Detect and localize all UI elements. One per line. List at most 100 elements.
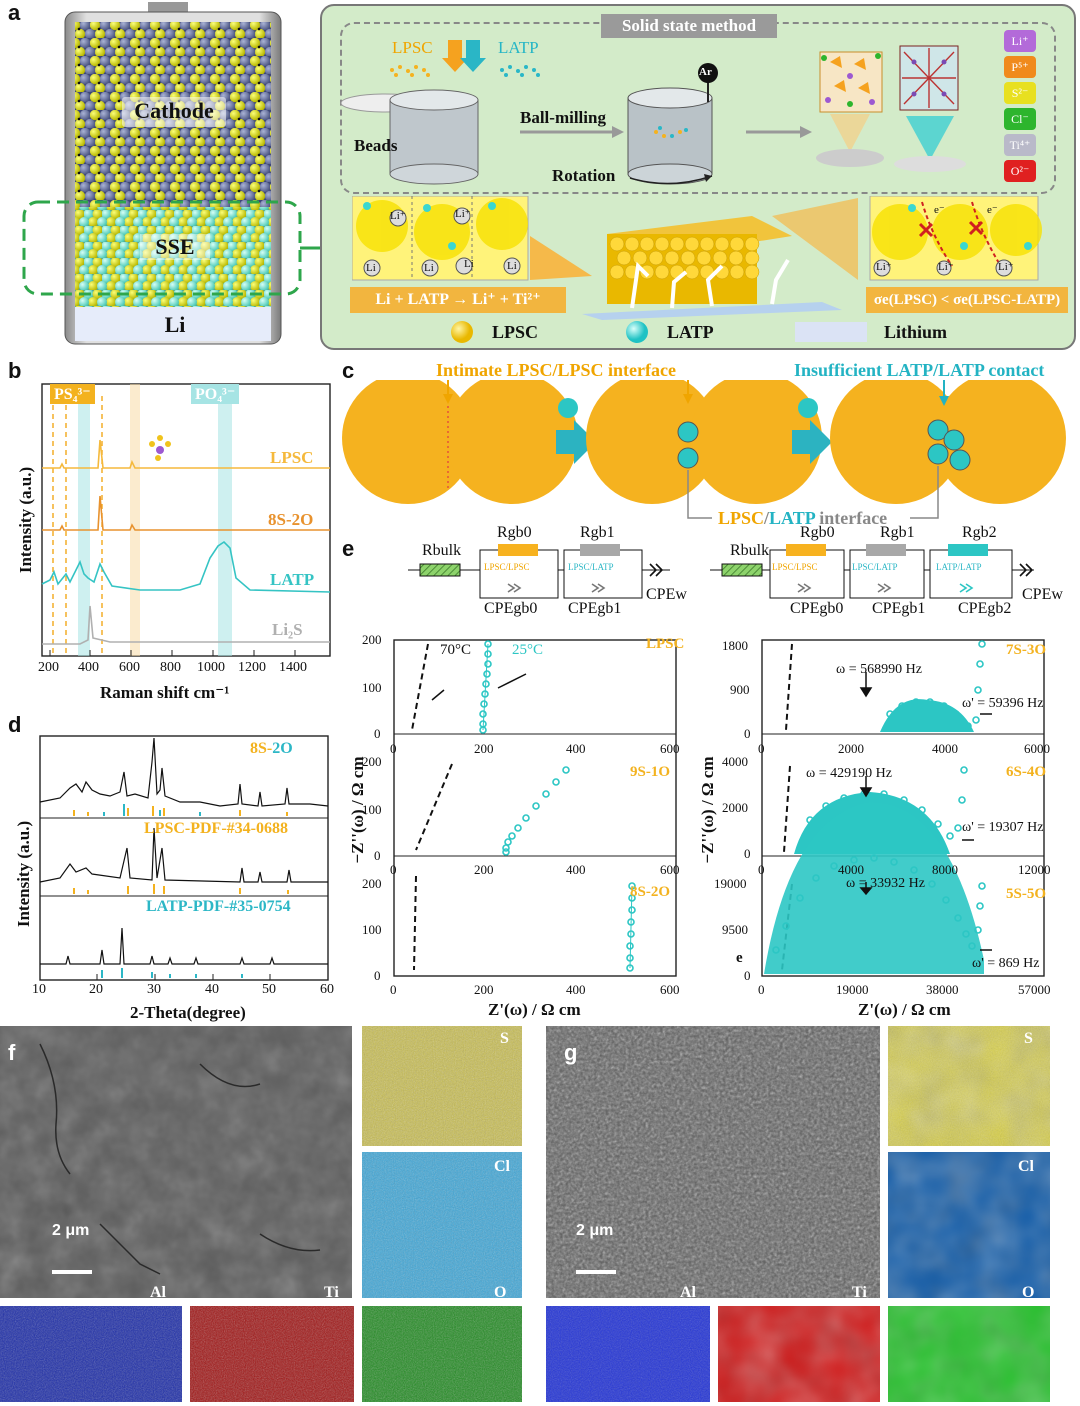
electron-label-1: e⁻ [934,204,945,216]
panel-label-b: b [8,358,22,383]
ytick: 900 [730,682,750,697]
nyquist-7s3o-name: 7S-3O [1006,642,1047,658]
method-title: Solid state method [601,14,777,38]
circuit-left-cpew: CPEw [646,586,687,603]
xtick: 0 [758,862,765,877]
raman-8s2o: 8S-2O [268,510,314,529]
equivalent-circuits [408,544,1034,599]
nyquist-70c: 70°C [440,642,472,658]
circuit-right-inner0: LPSC/LPSC [772,562,818,572]
li-inset-label-2: Li⁺ [455,208,471,220]
xrd-8s-part: 8S- [250,740,273,757]
circuit-right-rbulk: Rbulk [730,542,770,559]
nyquist-left-ylabel: −Z''(ω) / Ω cm [348,756,367,864]
interface-lpsc-word: LPSC [718,508,765,528]
xtick: 6000 [1024,741,1050,756]
raman-xtick: 800 [160,660,181,675]
ytick: 2000 [722,800,748,815]
xtick: 4000 [838,862,864,877]
xtick: 12000 [1018,862,1051,877]
intimate-interface-label: Intimate LPSC/LPSC interface [436,360,676,380]
xrd-2o-part: 2O [272,740,293,757]
ytick: 4000 [722,754,748,769]
li-inset-label-4: Li [424,262,434,274]
ytick: 19000 [714,876,747,891]
xtick: 400 [566,741,586,756]
lpsc-label-top: LPSC [392,38,433,57]
xrd-xtick: 50 [262,982,276,997]
li-inset-label-8: Li⁺ [938,261,954,273]
panel-label-d: d [8,712,22,737]
raman-plot [41,383,331,657]
f-scalebar-label: 2 μm [52,1222,90,1239]
interface-schematic [352,196,1042,320]
circuit-left-cpe1: CPEgb1 [568,600,622,617]
xrd-trace-latp-pdf: LATP-PDF-#35-0754 [146,898,291,915]
ytick: 0 [374,726,381,741]
electron-label-2: e⁻ [987,204,998,216]
ytick: 0 [374,848,381,863]
ytick: 100 [362,680,382,695]
nyquist-left-xlabel: Z'(ω) / Ω cm [488,1000,581,1019]
xtick: 19000 [836,982,869,997]
beads-label: Beads [354,136,398,155]
raman-ylabel: Intensity (a.u.) [16,466,35,574]
li-inset-label-3: Li [366,262,376,274]
xtick: 0 [390,982,397,997]
circuit-left-rbulk: Rbulk [422,542,462,559]
g-map-al: Al [680,1284,696,1301]
panel-f-images [0,1026,522,1402]
xrd-xlabel: 2-Theta(degree) [130,1003,246,1022]
panel-label-e: e [342,536,355,561]
nyquist-25c: 25°C [512,642,544,658]
ytick: 0 [744,726,751,741]
g-map-o: O [1022,1284,1035,1301]
circuit-right-cpe0: CPEgb0 [790,600,844,617]
xtick: 600 [660,741,680,756]
conductivity-box: σe(LPSC) < σe(LPSC-LATP) [866,287,1068,313]
ar-label: Ar [699,66,712,78]
ion-ti-chip: Ti⁴⁺ [1004,134,1036,156]
interface-sep: / [764,508,770,528]
panel-label-g: g [564,1040,578,1065]
xrd-xtick: 60 [320,982,334,997]
li-inset-label-7: Li⁺ [876,261,892,273]
circuit-left-rgb0: Rgb0 [497,524,532,541]
circuit-right-rgb1: Rgb1 [880,524,915,541]
xtick: 38000 [926,982,959,997]
xtick: 200 [474,741,494,756]
nyquist-5s5o-w: ω = 33932 Hz [846,876,925,891]
f-map-o: O [494,1284,507,1301]
li-inset-label-6: Li [507,260,517,272]
xtick: 2000 [838,741,864,756]
cathode-label: Cathode [134,98,214,123]
g-map-s: S [1024,1030,1033,1047]
f-map-cl: Cl [494,1158,510,1175]
nyquist-right-xlabel: Z'(ω) / Ω cm [858,1000,951,1019]
circuit-left-cpe0: CPEgb0 [484,600,538,617]
interface-word: interface [814,508,888,528]
f-map-s: S [500,1030,509,1047]
raman-xtick: 400 [78,660,99,675]
nyquist-8s2o-name: 8S-2O [630,884,671,900]
legend-latp: LATP [667,322,714,342]
interface-latp-word: LATP [769,508,815,528]
battery-schematic [64,2,282,345]
legend-lpsc: LPSC [492,322,539,342]
ytick: 200 [362,632,382,647]
nyquist-5s5o-e: e [736,950,743,966]
panel-g-images [546,1026,1050,1402]
xrd-trace-lpsc-pdf: LPSC-PDF-#34-0688 [144,820,288,837]
nyquist-9s1o-name: 9S-1O [630,764,671,780]
sse-label: SSE [140,234,210,260]
f-map-al: Al [150,1284,166,1301]
raman-xtick: 1400 [279,660,307,675]
xrd-xtick: 40 [205,982,219,997]
ion-cl-chip: Cl⁻ [1004,108,1036,130]
ion-li-chip: Li⁺ [1004,30,1036,52]
legend-lithium: Lithium [884,322,948,342]
nyquist-6s4o-w: ω = 429190 Hz [806,766,892,781]
nyquist-5s5o-wp: ω' = 869 Hz [972,956,1040,971]
xtick: 8000 [932,862,958,877]
ytick: 100 [362,922,382,937]
